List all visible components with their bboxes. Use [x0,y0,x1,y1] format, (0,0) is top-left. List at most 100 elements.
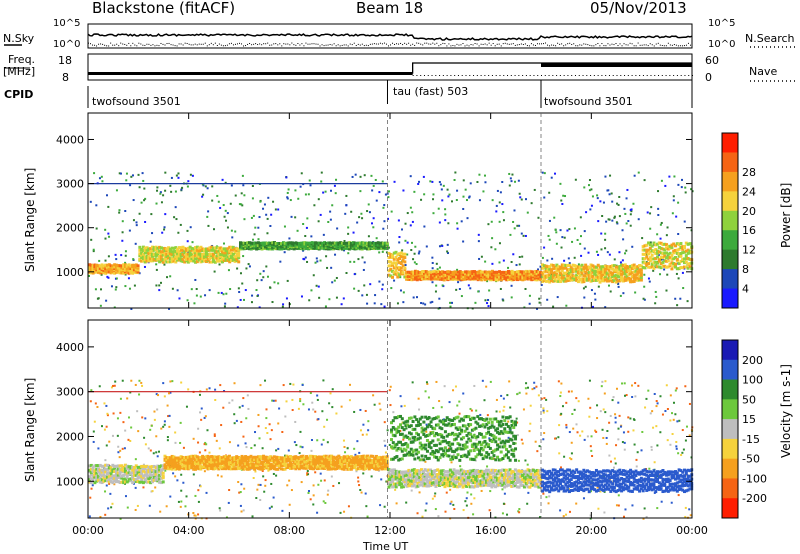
echo-band-cell [480,272,484,276]
echo-cell [691,190,694,193]
echo-band-cell [159,476,163,480]
echo-band-cell [107,477,111,481]
echo-cell [96,297,99,300]
echo-cell [89,200,92,203]
echo-cell [104,237,107,240]
echo-cell [441,284,444,287]
echo-band-cell [123,467,127,471]
echo-band-cell [401,255,405,259]
echo-cell [300,172,303,175]
echo-band-cell [238,456,242,460]
nsearch-point [603,45,605,47]
echo-cell [143,199,146,202]
echo-band-cell [647,252,651,256]
echo-band-cell [204,255,208,259]
echo-cell [228,489,231,492]
echo-band-cell [294,242,298,246]
echo-cell [357,480,360,483]
echo-band-cell [510,271,514,275]
echo-cell [502,397,505,400]
echo-cell [315,257,318,260]
nsearch-point [134,44,136,46]
echo-band-cell [176,463,180,467]
echo-cell [435,284,438,287]
echo-band-cell [215,458,219,462]
echo-cell [515,264,518,267]
echo-cell [364,409,367,412]
echo-band-cell [399,261,403,265]
echo-band-cell [611,275,615,279]
echo-band-cell [235,460,239,464]
echo-band-cell [113,271,117,275]
echo-band-cell [582,280,586,284]
echo-band-cell [544,274,548,278]
echo-cell [149,240,152,243]
nsearch-point [394,43,396,45]
echo-cell [217,200,220,203]
echo-cell [156,189,159,192]
echo-band-cell [403,256,407,260]
echo-band-cell [228,254,232,258]
nsearch-point [138,42,140,44]
echo-cell [649,212,652,215]
echo-cell [618,215,621,218]
nsearch-point [112,44,114,46]
echo-cell [134,458,137,461]
echo-cell [207,224,210,227]
nsearch-point [253,43,255,45]
echo-cell [281,509,284,512]
echo-band-cell [455,274,459,278]
echo-band-cell [203,259,207,263]
nsearch-point [124,43,126,45]
echo-cell [281,430,284,433]
echo-band-cell [566,263,570,267]
echo-band-cell [566,276,570,280]
echo-cell [411,381,414,384]
echo-cell [180,473,183,476]
echo-band-cell [190,248,194,252]
nsearch-point [643,44,645,46]
echo-band-cell [188,252,192,256]
echo-band-cell [188,455,192,459]
echo-band-cell [247,463,251,467]
echo-band-cell [177,252,181,256]
echo-band-cell [496,273,500,277]
echo-band-cell [145,480,149,484]
echo-cell [148,504,151,507]
echo-band-cell [141,464,145,468]
echo-cell [137,173,140,176]
echo-cell [121,239,124,242]
echo-cell [215,439,218,442]
echo-cell [582,497,585,500]
echo-band-cell [221,253,225,257]
nsearch-point [428,43,430,45]
echo-cell [571,413,574,416]
nsearch-point [204,42,206,44]
echo-band-cell [217,459,221,463]
echo-cell [374,178,377,181]
echo-band-cell [260,456,264,460]
echo-band-cell [251,241,255,245]
echo-cell [563,455,566,458]
echo-cell [231,399,234,402]
echo-band-cell [274,246,278,250]
echo-cell [387,196,390,199]
echo-cell [606,429,609,432]
echo-band-cell [410,278,414,282]
echo-cell [599,410,602,413]
echo-cell [648,467,651,470]
echo-band-cell [131,266,135,270]
echo-band-cell [249,241,253,245]
echo-band-cell [193,454,197,458]
echo-band-cell [192,256,196,260]
echo-cell [547,502,550,505]
nsky-line [87,33,693,41]
echo-band-cell [125,269,129,273]
echo-band-cell [109,271,113,275]
echo-cell [649,227,652,230]
echo-band-cell [408,271,412,275]
echo-band-cell [88,263,91,267]
echo-cell [259,483,262,486]
echo-band-cell [260,467,264,471]
echo-cell [286,196,289,199]
